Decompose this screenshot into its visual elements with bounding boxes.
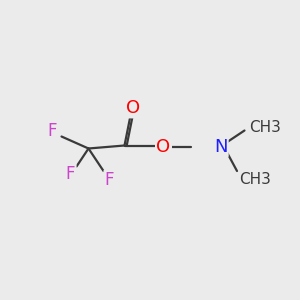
Text: CH3: CH3 (239, 172, 271, 188)
Text: F: F (48, 122, 57, 140)
Text: N: N (214, 138, 227, 156)
Text: F: F (66, 165, 75, 183)
Text: O: O (126, 99, 141, 117)
Text: CH3: CH3 (249, 120, 281, 135)
Text: O: O (156, 138, 171, 156)
Text: F: F (105, 171, 114, 189)
